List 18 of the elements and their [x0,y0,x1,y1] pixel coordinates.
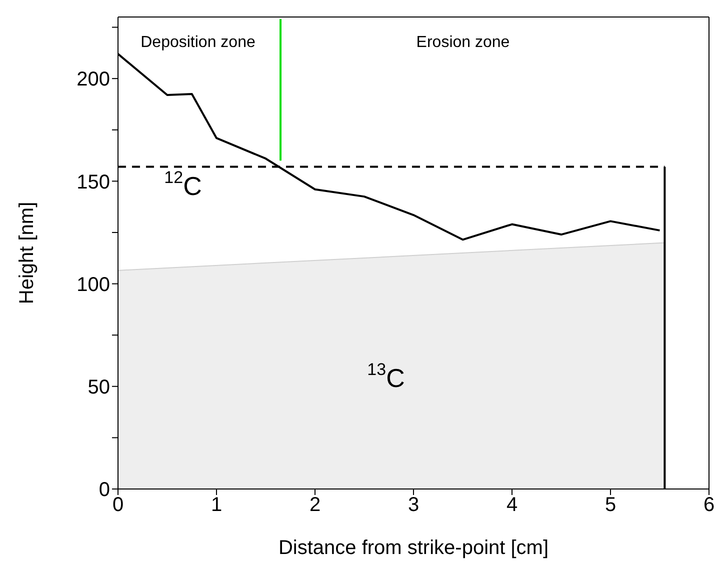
x-axis-title: Distance from strike-point [cm] [278,537,549,559]
annotation: $^{13}$C [367,360,405,393]
annotation: $^{12}$C [164,168,202,201]
y-tick-label: 150 [76,171,110,194]
x-tick-label: 2 [309,494,321,516]
y-tick-label: 100 [76,274,110,296]
y-axis-title: Height [nm] [16,202,38,304]
x-tick-label: 1 [210,494,222,516]
annotation: Deposition zone [140,34,256,52]
x-tick-label: 5 [604,494,616,516]
x-tick-label: 0 [112,494,124,516]
x-tick-label: 6 [703,494,715,516]
x-tick-label: 3 [408,494,420,516]
y-tick-label: 200 [76,68,110,91]
x-tick-label: 4 [506,494,518,516]
y-tick-label: 50 [88,376,110,398]
annotation: Erosion zone [416,34,510,52]
y-tick-label: 0 [98,479,110,502]
